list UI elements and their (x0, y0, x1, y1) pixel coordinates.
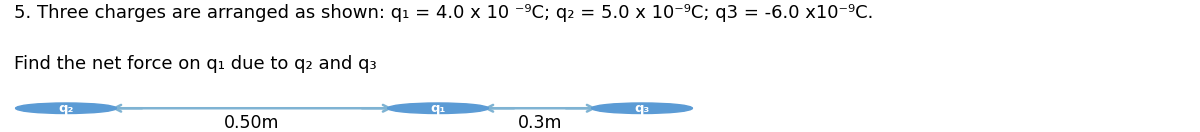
Text: Find the net force on q₁ due to q₂ and q₃: Find the net force on q₁ due to q₂ and q… (14, 55, 377, 73)
Text: 0.50m: 0.50m (224, 114, 280, 132)
Ellipse shape (16, 103, 116, 114)
Ellipse shape (592, 103, 692, 114)
Text: 0.3m: 0.3m (517, 114, 563, 132)
Text: q₃: q₃ (635, 102, 649, 115)
Text: q₁: q₁ (431, 102, 445, 115)
Text: q₂: q₂ (59, 102, 73, 115)
Text: 5. Three charges are arranged as shown: q₁ = 4.0 x 10 ⁻⁹C; q₂ = 5.0 x 10⁻⁹C; q3 : 5. Three charges are arranged as shown: … (14, 4, 874, 22)
Ellipse shape (388, 103, 488, 114)
